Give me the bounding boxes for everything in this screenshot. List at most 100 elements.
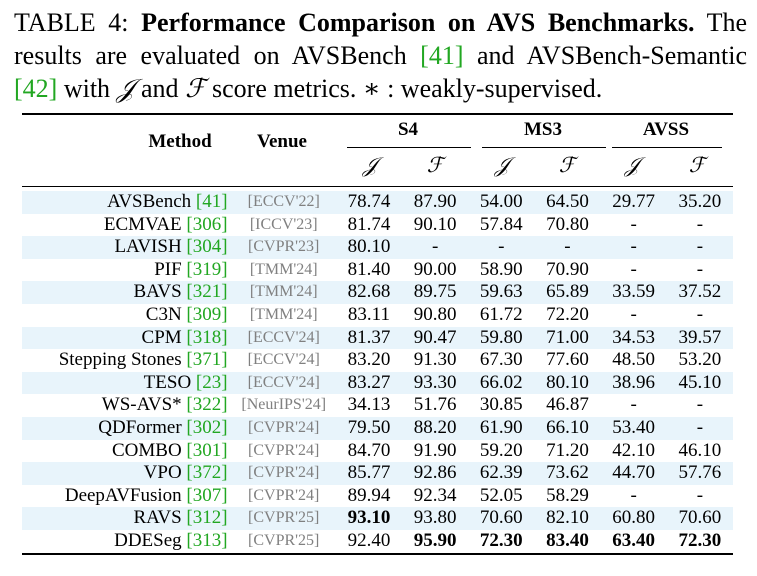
- score-cell: 70.60: [666, 507, 733, 530]
- avss-j-header: 𝒥: [624, 153, 640, 177]
- method-cite[interactable]: [371]: [186, 349, 228, 371]
- score-cell: 46.87: [546, 394, 589, 416]
- score-cell: 83.11: [347, 303, 390, 325]
- venue-cell: [CVPR'25]: [248, 531, 320, 549]
- method-name: LAVISH: [114, 236, 182, 258]
- method-cite[interactable]: [302]: [186, 416, 228, 438]
- score-cell: 78.74: [335, 191, 403, 214]
- caption-text-1: The results are evaluated on AVSBench: [14, 8, 748, 70]
- venue-cell: [TMM'24]: [249, 260, 318, 278]
- method-cell: COMBO [301]: [22, 440, 232, 463]
- s4-header: S4: [397, 119, 419, 140]
- method-cite[interactable]: [318]: [186, 326, 228, 348]
- method-cell: BAVS [321]: [22, 281, 232, 304]
- score-cell: 57.84: [479, 213, 523, 235]
- score-cell: 48.50: [612, 349, 655, 371]
- venue-cell: [CVPR'24]: [248, 486, 320, 504]
- s4-j-header: 𝒥: [362, 153, 378, 177]
- score-cell: 83.40: [546, 529, 589, 551]
- method-cell: LAVISH [304]: [22, 236, 232, 259]
- method-cite[interactable]: [313]: [186, 529, 228, 551]
- score-cell: 72.30: [678, 529, 722, 551]
- method-cite[interactable]: [312]: [186, 507, 228, 529]
- score-cell: 30.85: [479, 394, 523, 416]
- score-cell: 92.40: [347, 529, 391, 551]
- score-cell: 33.59: [600, 281, 667, 304]
- score-cell: 81.37: [335, 326, 403, 350]
- table-row: PIF [319] [TMM'24] 81.40 90.00 58.90 70.90 - -: [22, 259, 733, 282]
- method-name: AVSBench: [107, 191, 192, 212]
- table-row: Stepping Stones [371] [ECCV'24] 83.20 91.30…: [22, 349, 733, 372]
- score-cell: -: [402, 236, 469, 259]
- venue-cell: [TMM'24]: [231, 281, 336, 304]
- venue-header: Venue: [257, 131, 307, 152]
- score-cell: 80.10: [335, 236, 403, 259]
- score-cell: -: [630, 258, 637, 280]
- method-cite[interactable]: [306]: [186, 213, 228, 235]
- score-cell: -: [666, 236, 733, 259]
- score-cell: 81.40: [347, 258, 391, 280]
- table-row: BAVS [321] [TMM'24] 82.68 89.75 59.63 65.89 33…: [22, 281, 733, 304]
- method-cite[interactable]: [321]: [186, 281, 228, 303]
- venue-cell: [CVPR'24]: [231, 416, 336, 440]
- method-cite[interactable]: [309]: [186, 303, 228, 325]
- method-cite[interactable]: [319]: [186, 258, 228, 280]
- venue-cell: [ECCV'24]: [231, 326, 336, 350]
- top-rule: [22, 113, 733, 115]
- score-cell: 62.39: [468, 462, 535, 485]
- table-caption: TABLE 4: Performance Comparison on AVS B…: [14, 6, 747, 106]
- score-cell: 89.75: [402, 281, 469, 304]
- score-cell: 61.72: [479, 303, 523, 325]
- venue-cell: [ICCV'23]: [249, 215, 318, 233]
- score-cell: 60.80: [600, 507, 667, 530]
- method-name: C3N: [145, 303, 182, 325]
- venue-cell: [CVPR'23]: [231, 236, 336, 259]
- method-name: CPM: [141, 326, 182, 348]
- venue-cell: [TMM'24]: [249, 305, 318, 323]
- method-name: VPO: [143, 462, 182, 484]
- method-cite[interactable]: [307]: [186, 484, 228, 506]
- score-cell: 81.74: [347, 213, 391, 235]
- caption-cite-2[interactable]: [42]: [14, 74, 58, 103]
- score-cell: 34.13: [347, 394, 391, 416]
- table-row: DeepAVFusion [307] [CVPR'24] 89.94 92.34 52.…: [22, 485, 733, 508]
- score-cell: 51.76: [413, 394, 457, 416]
- score-cell: 37.52: [666, 281, 733, 304]
- method-name: PIF: [154, 258, 182, 280]
- score-cell: -: [630, 484, 637, 506]
- score-cell: 64.50: [534, 191, 601, 214]
- method-cite[interactable]: [23]: [195, 371, 228, 393]
- score-cell: 38.96: [600, 371, 667, 395]
- bottom-rule: [22, 553, 733, 555]
- method-cite[interactable]: [41]: [195, 191, 228, 212]
- method-cell: AVSBench [41]: [22, 191, 232, 214]
- score-cell: 79.50: [335, 416, 403, 440]
- method-cite[interactable]: [301]: [186, 439, 228, 461]
- score-cell: -: [468, 236, 535, 259]
- method-cite[interactable]: [304]: [186, 236, 228, 258]
- score-cell: -: [696, 258, 704, 280]
- method-cite[interactable]: [322]: [186, 394, 228, 416]
- score-cell: 92.86: [402, 462, 469, 485]
- method-name: Stepping Stones: [58, 349, 182, 371]
- table-row: VPO [372] [CVPR'24] 85.77 92.86 62.39 73.62 44…: [22, 462, 733, 485]
- score-cell: -: [630, 303, 637, 325]
- score-cell: 57.76: [666, 462, 733, 485]
- caption-text-3: with: [63, 74, 111, 103]
- method-cell: PIF [319]: [22, 259, 232, 282]
- score-cell: 34.53: [600, 326, 667, 350]
- caption-cite-1[interactable]: [41]: [420, 41, 464, 70]
- score-cell: -: [630, 394, 637, 416]
- score-cell: 45.10: [666, 371, 733, 395]
- table-label: TABLE 4:: [14, 8, 129, 37]
- score-cell: 58.90: [479, 258, 523, 280]
- score-cell: 72.30: [479, 529, 523, 551]
- venue-cell: [CVPR'24]: [248, 441, 320, 459]
- score-cell: 54.00: [468, 191, 535, 214]
- table-row: C3N [309] [TMM'24] 83.11 90.80 61.72 72.20 - -: [22, 304, 733, 327]
- method-cite[interactable]: [372]: [186, 462, 228, 484]
- method-cell: VPO [372]: [22, 462, 232, 485]
- table-row: TESO [23] [ECCV'24] 83.27 93.30 66.02 80.10 38…: [22, 371, 733, 395]
- method-name: WS-AVS*: [101, 394, 182, 416]
- ms3-j-header: 𝒥: [494, 153, 510, 177]
